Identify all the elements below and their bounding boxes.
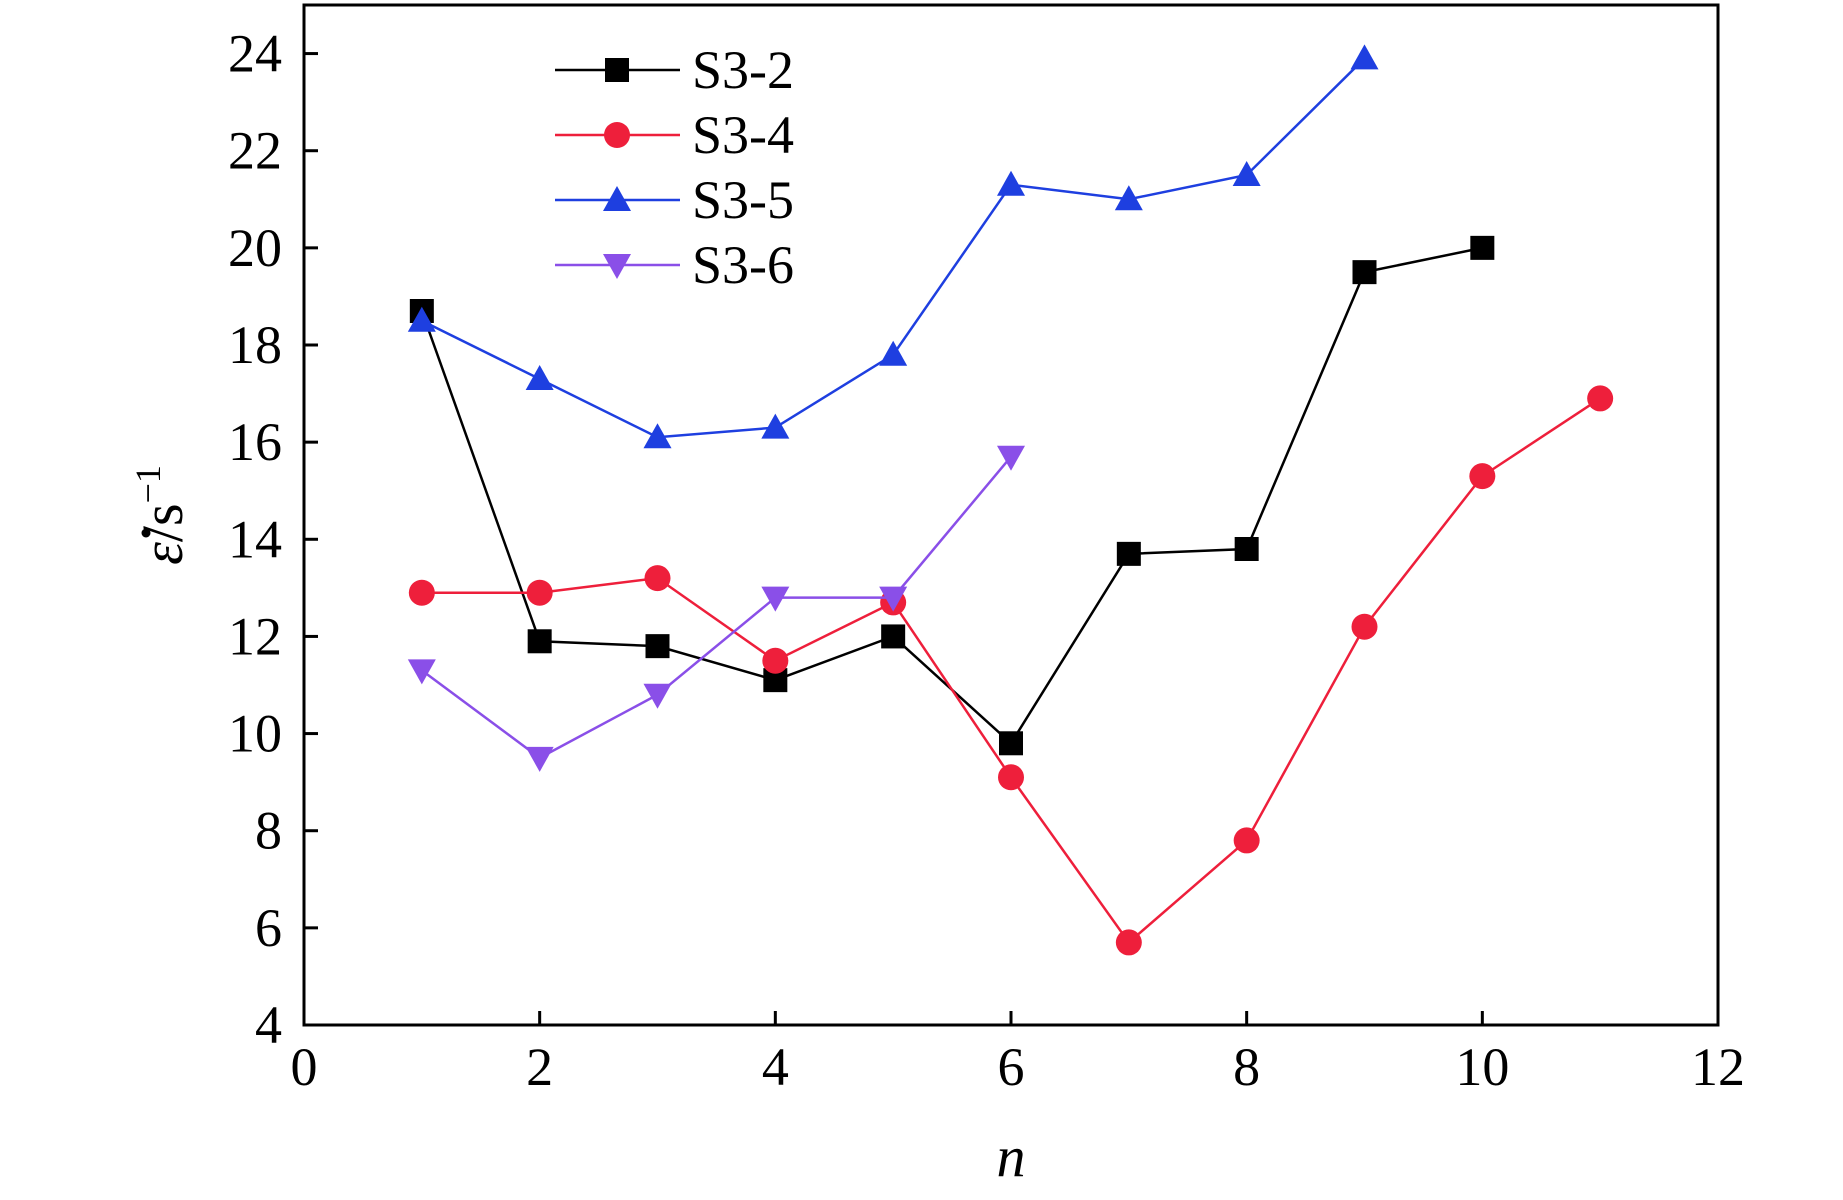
legend-label: S3-4 (692, 105, 794, 165)
y-tick-label: 4 (255, 995, 282, 1055)
plot-area (302, 3, 1720, 1027)
y-tick-label: 6 (255, 898, 282, 958)
y-axis-title-exponent: −1 (128, 465, 168, 503)
x-axis-ticks: 0 2 4 6 8 10 12 (291, 1011, 1745, 1097)
data-point-s3-4 (1233, 827, 1260, 854)
data-point-s3-2 (999, 731, 1023, 756)
y-axis-title-symbol: ε (130, 542, 195, 565)
series-line-s3-5 (421, 57, 1366, 439)
data-point-s3-4 (1115, 929, 1142, 956)
data-point-s3-2 (1352, 260, 1377, 285)
data-point-s3-5 (643, 423, 672, 449)
series-s3-2 (409, 235, 1495, 756)
x-tick-label: 6 (998, 1037, 1025, 1097)
x-tick-label: 12 (1691, 1037, 1745, 1097)
data-point-s3-5 (407, 306, 436, 332)
y-tick-label: 12 (228, 606, 282, 666)
data-point-s3-2 (1116, 541, 1141, 566)
legend: S3-2S3-4S3-5S3-6 (555, 40, 794, 295)
data-point-s3-6 (525, 746, 554, 772)
x-tick-label: 0 (291, 1037, 318, 1097)
data-point-s3-4 (1351, 613, 1378, 640)
x-axis-title: n (997, 1124, 1026, 1189)
data-point-s3-5 (1114, 185, 1143, 211)
legend-item-s3-4: S3-4 (555, 105, 794, 165)
series-layer (407, 44, 1614, 956)
data-point-s3-4 (1587, 385, 1614, 412)
data-point-s3-4 (998, 764, 1024, 791)
series-s3-6 (407, 445, 1025, 772)
data-point-s3-2 (881, 624, 906, 649)
legend-item-s3-6: S3-6 (555, 235, 794, 295)
legend-marker (605, 58, 629, 82)
data-point-s3-2 (645, 634, 670, 659)
data-point-s3-5 (525, 365, 554, 390)
data-point-s3-6 (407, 659, 436, 685)
data-point-s3-6 (761, 586, 790, 612)
x-tick-label: 10 (1455, 1037, 1509, 1097)
data-point-s3-6 (997, 445, 1025, 471)
data-point-s3-2 (527, 629, 552, 654)
x-tick-label: 8 (1233, 1037, 1260, 1097)
legend-marker (604, 122, 630, 148)
data-point-s3-4 (1469, 463, 1496, 490)
y-tick-label: 16 (228, 412, 282, 472)
data-point-s3-5 (1232, 161, 1261, 186)
legend-item-s3-2: S3-2 (555, 40, 794, 100)
series-line-s3-6 (421, 455, 1012, 760)
data-point-s3-5 (879, 340, 908, 366)
series-s3-4 (408, 385, 1614, 956)
legend-marker (603, 186, 631, 211)
series-line-s3-4 (421, 397, 1601, 945)
data-point-s3-5 (761, 413, 790, 439)
series-s3-5 (407, 44, 1379, 449)
y-axis-title-dot (141, 528, 151, 538)
y-tick-label: 18 (228, 315, 282, 375)
y-axis-ticks: 4 6 8 10 12 14 16 18 20 22 24 (228, 24, 318, 1055)
x-tick-label: 4 (762, 1037, 789, 1097)
y-axis-title-unit: /s (130, 503, 195, 542)
y-tick-label: 10 (228, 704, 282, 764)
y-tick-label: 8 (255, 801, 282, 861)
legend-marker (603, 254, 631, 279)
x-tick-label: 2 (526, 1037, 553, 1097)
legend-label: S3-5 (692, 170, 794, 230)
y-tick-label: 22 (228, 121, 282, 181)
data-point-s3-4 (644, 565, 671, 592)
data-point-s3-6 (643, 683, 672, 709)
data-point-s3-4 (526, 579, 553, 606)
data-point-s3-2 (1234, 537, 1259, 561)
legend-item-s3-5: S3-5 (555, 170, 794, 230)
series-line-s3-2 (420, 246, 1483, 746)
legend-label: S3-6 (692, 235, 794, 295)
y-axis-title: ε/s−1 (128, 465, 195, 565)
data-point-s3-5 (997, 170, 1025, 196)
y-tick-label: 24 (228, 24, 282, 84)
data-point-s3-4 (762, 647, 789, 674)
y-tick-label: 20 (228, 218, 282, 278)
legend-label: S3-2 (692, 40, 794, 100)
y-tick-label: 14 (228, 509, 282, 569)
data-point-s3-6 (879, 586, 908, 612)
data-point-s3-5 (1350, 44, 1379, 70)
data-point-s3-4 (408, 579, 435, 606)
data-point-s3-2 (1470, 235, 1495, 260)
